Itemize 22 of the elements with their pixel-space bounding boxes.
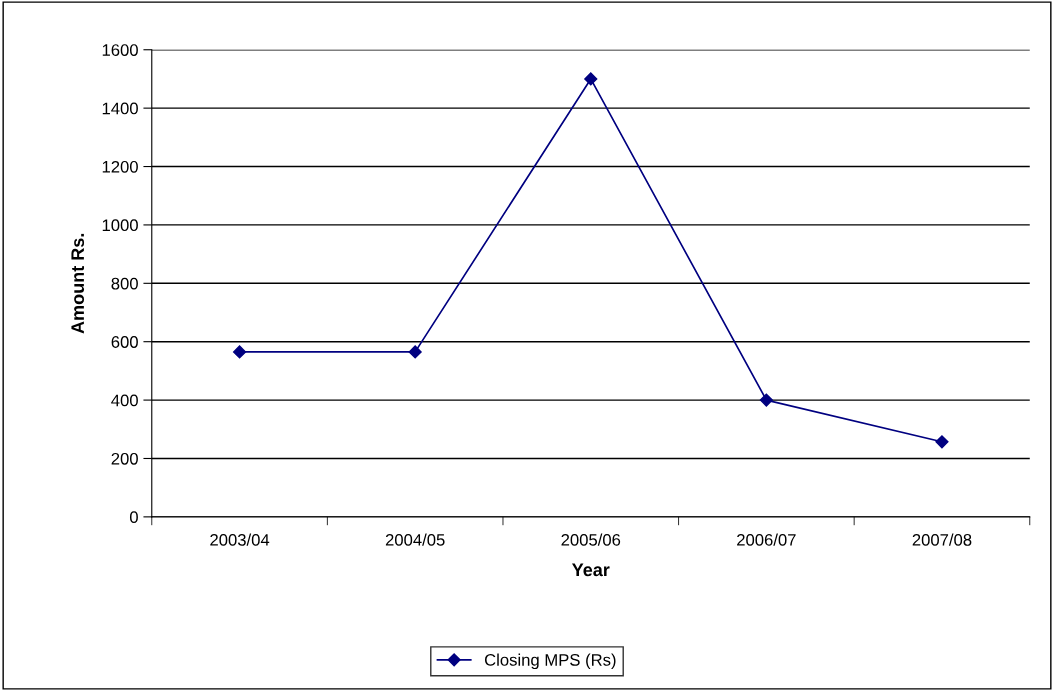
x-tick-label: 2006/07: [737, 533, 796, 546]
y-tick-label: 1600: [102, 44, 138, 56]
x-axis-title: Year: [571, 563, 610, 577]
y-tick-label: 1000: [102, 219, 138, 232]
legend-label: Closing MPS (Rs): [484, 653, 616, 670]
point: [408, 345, 422, 359]
x-tick-label: 2004/05: [385, 533, 445, 546]
point: [232, 345, 247, 359]
x-tick-label: 2007/08: [912, 533, 972, 546]
y-tick-label: 400: [111, 394, 138, 407]
point: [935, 435, 949, 449]
y-tick-label: 1400: [102, 102, 138, 115]
x-tick-label: 2005/06: [561, 533, 621, 546]
y-tick-label: 1200: [102, 160, 138, 173]
y-tick-label: 0: [129, 511, 138, 524]
y-tick-label: 200: [111, 452, 138, 465]
x-tick-label: 2003/04: [210, 533, 270, 546]
y-tick-label: 800: [111, 277, 138, 290]
y-tick-label: 600: [111, 336, 138, 348]
point: [759, 393, 773, 407]
y-axis-title: Amount Rs.: [71, 233, 85, 334]
point: [584, 72, 598, 86]
